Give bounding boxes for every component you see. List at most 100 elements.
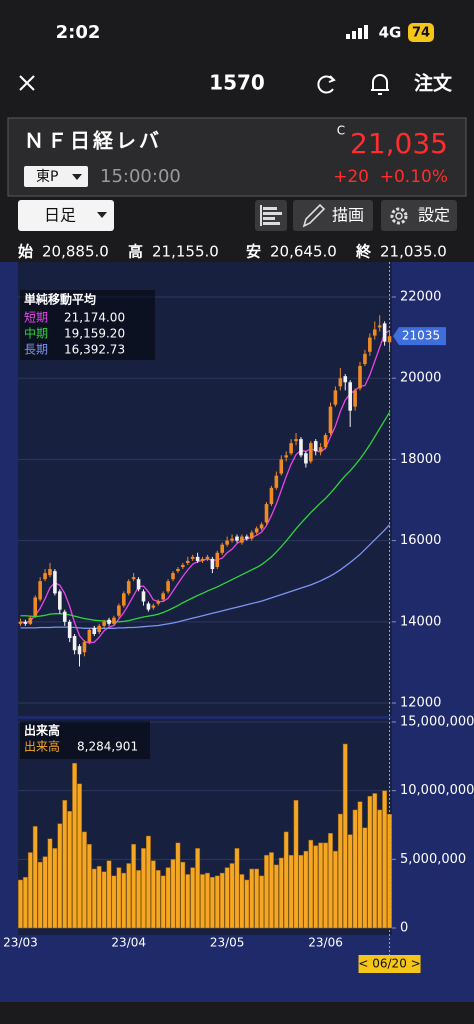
volume-bar bbox=[18, 879, 23, 929]
cursor-label: < 06/20 > bbox=[358, 957, 420, 971]
indicator-button[interactable] bbox=[255, 200, 287, 231]
volume-bar bbox=[328, 832, 333, 929]
candle-body bbox=[87, 629, 92, 643]
legend-value: 19,159.20 bbox=[64, 327, 125, 341]
candle-body bbox=[259, 524, 264, 529]
volume-bar bbox=[244, 879, 250, 929]
volume-bar bbox=[22, 876, 28, 929]
y-tick-label: 5,000,000 bbox=[400, 852, 466, 867]
volume-bar bbox=[313, 845, 319, 929]
candle-body bbox=[289, 443, 293, 454]
candle-body bbox=[190, 556, 195, 559]
candle-body bbox=[328, 406, 333, 434]
volume-bar bbox=[382, 790, 388, 929]
candle-body bbox=[338, 378, 343, 387]
candle-body bbox=[299, 439, 303, 456]
volume-bar bbox=[86, 843, 92, 929]
ohlc-label: 高 bbox=[128, 243, 143, 261]
volume-bar bbox=[175, 842, 181, 929]
volume-bar bbox=[42, 856, 48, 929]
candle-body bbox=[156, 601, 161, 604]
candle-body bbox=[23, 621, 28, 624]
y-tick-label: 15,000,000 bbox=[400, 715, 474, 730]
candle-body bbox=[117, 605, 121, 616]
candle-body bbox=[264, 504, 269, 523]
candle-body bbox=[171, 573, 175, 580]
candle-body bbox=[97, 625, 101, 632]
dropdown-arrow bbox=[97, 212, 107, 218]
volume-bar bbox=[337, 813, 343, 929]
volume-bar bbox=[323, 842, 328, 929]
last-price: 21,035 bbox=[350, 127, 448, 160]
price-tag-label: 21035 bbox=[402, 329, 440, 343]
volume-bar bbox=[57, 823, 63, 929]
volume-bar bbox=[352, 809, 358, 929]
price-tag bbox=[393, 327, 446, 346]
candle-body bbox=[304, 453, 308, 464]
volume-bar bbox=[52, 848, 58, 929]
close-button[interactable] bbox=[19, 75, 35, 91]
settings-button[interactable] bbox=[381, 200, 457, 231]
ohlc-label: 安 bbox=[246, 243, 261, 261]
settings-label: 設定 bbox=[418, 206, 450, 225]
candle-body bbox=[333, 390, 338, 405]
candle-body bbox=[274, 475, 279, 488]
candle-body bbox=[210, 558, 215, 570]
volume-bar bbox=[298, 854, 304, 929]
dropdown-arrow bbox=[72, 174, 82, 180]
volume-bar bbox=[27, 852, 33, 929]
volume-bar bbox=[288, 854, 294, 929]
volume-bar bbox=[293, 800, 299, 929]
moving-average-line bbox=[20, 329, 390, 644]
candle-body bbox=[205, 556, 210, 559]
legend-box bbox=[20, 290, 155, 360]
candle-body bbox=[377, 325, 382, 328]
period: 日足 bbox=[44, 206, 76, 225]
price-plot bbox=[18, 262, 392, 716]
volume-bar bbox=[141, 848, 146, 929]
x-tick-label: 23/06 bbox=[308, 936, 343, 950]
gear-icon-center bbox=[395, 212, 403, 220]
moving-average-line bbox=[20, 524, 391, 629]
volume-bar bbox=[91, 868, 97, 929]
candle-body bbox=[151, 605, 156, 608]
candle-body bbox=[348, 382, 352, 411]
volume-bar bbox=[362, 827, 368, 929]
network: 4G bbox=[379, 24, 402, 42]
candle-body bbox=[28, 617, 33, 624]
volume-bar bbox=[195, 848, 201, 929]
charts: 12000 14000 16000 18000 20000 22000 21035 単純移動平… bbox=[3, 262, 474, 973]
legend-name: 短期 bbox=[24, 311, 48, 325]
volume-bar bbox=[190, 867, 196, 929]
volume-bar bbox=[229, 863, 235, 929]
candle-body bbox=[254, 528, 259, 533]
volume-bar bbox=[273, 864, 279, 929]
volume-bar bbox=[32, 826, 38, 929]
volume-bar bbox=[72, 762, 78, 929]
alert-button[interactable] bbox=[371, 74, 389, 95]
candle-body bbox=[294, 439, 298, 442]
draw-label: 描画 bbox=[332, 206, 364, 225]
volume-bar bbox=[155, 870, 161, 929]
volume-bar bbox=[37, 861, 43, 929]
candle-body bbox=[269, 487, 274, 505]
candle-body bbox=[230, 538, 234, 541]
candle-body bbox=[185, 560, 190, 563]
candle-body bbox=[358, 366, 362, 389]
candle-body bbox=[33, 597, 38, 616]
period-select[interactable] bbox=[18, 200, 114, 231]
refresh-button[interactable] bbox=[317, 75, 336, 94]
legend-name: 長期 bbox=[24, 343, 48, 357]
order-button[interactable]: 注文 bbox=[414, 72, 453, 95]
market-select[interactable] bbox=[24, 166, 88, 187]
candle-body bbox=[309, 443, 313, 462]
candle-body bbox=[82, 642, 87, 653]
candle-body bbox=[353, 390, 357, 407]
volume-bar bbox=[214, 875, 220, 929]
y-tick-label: 12000 bbox=[400, 696, 441, 711]
draw-button[interactable] bbox=[293, 200, 373, 231]
x-tick-label: 23/05 bbox=[210, 936, 245, 950]
candle-body bbox=[166, 581, 170, 592]
candle-body bbox=[161, 593, 165, 600]
